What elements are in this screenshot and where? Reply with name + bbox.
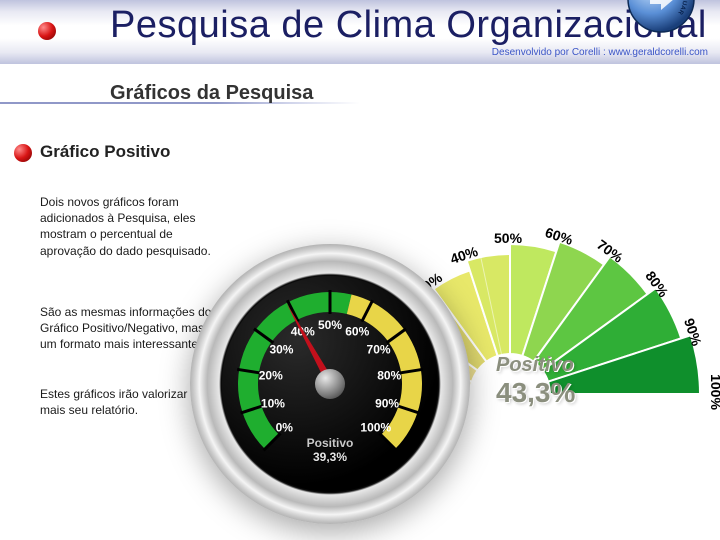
- gauge-tick-label: 10%: [261, 397, 285, 411]
- continue-icon: CLIQUE PARA CONTINUAR: [626, 0, 696, 34]
- gauge-tick-label: 30%: [269, 343, 293, 357]
- gauge-tick-label: 100%: [708, 374, 720, 410]
- gauge-tick-label: 70%: [367, 343, 391, 357]
- small-gauge-face: 0%10%20%30%40%50%60%70%80%90%100% Positi…: [222, 276, 438, 492]
- gauge-tick-label: 80%: [377, 369, 401, 383]
- big-gauge-caption: Positivo 43,3%: [496, 354, 575, 409]
- small-gauge: 0%10%20%30%40%50%60%70%80%90%100% Positi…: [190, 244, 470, 524]
- section-subtitle: Gráficos da Pesquisa: [110, 82, 313, 105]
- small-gauge-caption: Positivo 39,3%: [222, 436, 438, 464]
- big-gauge-value: 43,3%: [496, 377, 575, 409]
- gauge-tick-label: 20%: [259, 369, 283, 383]
- footer-text: Desenvolvido por Corelli :: [492, 47, 606, 58]
- small-gauge-value: 39,3%: [313, 450, 347, 464]
- gauge-tick-label: 80%: [642, 268, 671, 300]
- chart-title: Gráfico Positivo: [40, 142, 170, 162]
- gauge-tick-label: 60%: [345, 325, 369, 339]
- bullet-icon: [38, 22, 56, 40]
- gauge-tick-label: 60%: [543, 224, 575, 248]
- footer-link[interactable]: www.geraldcorelli.com: [609, 47, 708, 58]
- footer: Desenvolvido por Corelli : www.geraldcor…: [492, 47, 708, 58]
- small-gauge-label: Positivo: [307, 436, 354, 450]
- gauge-tick-label: 50%: [494, 230, 522, 246]
- continue-button[interactable]: CLIQUE PARA CONTINUAR: [626, 0, 696, 34]
- body-paragraph: Dois novos gráficos foram adicionados à …: [40, 194, 230, 259]
- gauge-hub: [315, 369, 345, 399]
- page-title: Pesquisa de Clima Organizacional: [110, 4, 707, 47]
- gauge-tick-label: 90%: [681, 316, 705, 348]
- gauge-tick-label: 50%: [318, 318, 342, 332]
- gauge-tick-label: 100%: [360, 420, 391, 434]
- gauge-tick-label: 0%: [276, 420, 293, 434]
- gauge-tick-label: 90%: [375, 397, 399, 411]
- gauge-tick-label: 40%: [448, 243, 480, 267]
- bullet-icon: [14, 144, 32, 162]
- gauge-tick-label: 70%: [594, 237, 626, 266]
- big-gauge-label: Positivo: [496, 354, 575, 377]
